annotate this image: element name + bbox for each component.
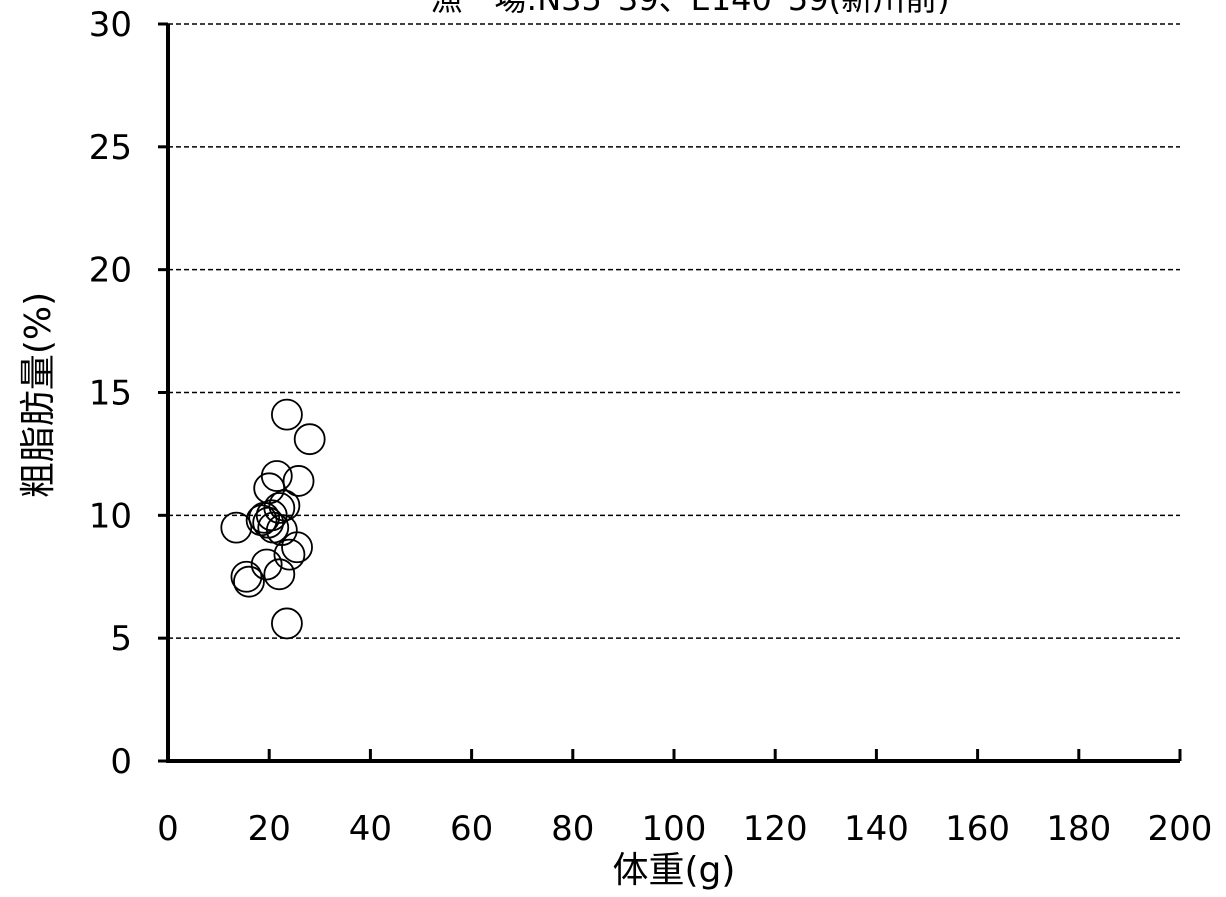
data-point-5 — [250, 548, 283, 581]
data-point-1 — [230, 560, 263, 593]
data-point-0 — [220, 511, 253, 544]
y-tick-label-20: 20 — [89, 251, 132, 291]
x-tick-label-60: 60 — [450, 809, 493, 849]
data-point-20 — [293, 423, 326, 456]
x-tick-label-100: 100 — [642, 809, 707, 849]
y-tick-label-30: 30 — [89, 5, 132, 45]
tick-labels: 0 5 10 15 20 25 30 0 20 40 60 80 100 120 140 160 180 200 — [89, 5, 1213, 849]
x-tick-label-0: 0 — [157, 809, 179, 849]
x-tick-label-200: 200 — [1148, 809, 1213, 849]
x-tick-label-80: 80 — [551, 809, 594, 849]
x-tick-label-120: 120 — [743, 809, 808, 849]
data-point-10 — [260, 460, 293, 492]
x-axis-title: 体重(g) — [613, 850, 736, 891]
x-tick-label-180: 180 — [1046, 809, 1111, 849]
x-tick-label-140: 140 — [844, 809, 909, 849]
y-tick-label-15: 15 — [89, 374, 132, 414]
data-point-18 — [281, 531, 313, 564]
data-point-15 — [271, 398, 303, 431]
y-tick-label-0: 0 — [110, 742, 132, 782]
y-axis-title: 粗脂肪量(%) — [18, 292, 59, 498]
data-point-19 — [282, 465, 315, 497]
y-tick-label-5: 5 — [110, 619, 132, 659]
axes — [158, 22, 1182, 763]
data-point-14 — [268, 489, 301, 522]
data-points — [220, 398, 326, 640]
data-point-12 — [263, 558, 296, 591]
grid-lines — [168, 23, 1180, 639]
x-tick-label-40: 40 — [349, 809, 392, 849]
y-tick-label-10: 10 — [89, 496, 132, 536]
y-tick-label-25: 25 — [89, 128, 132, 168]
chart-title: 漁 場:N35°39、E140°59(新川前) — [430, 0, 949, 18]
x-tick-label-160: 160 — [945, 809, 1010, 849]
x-tick-label-20: 20 — [248, 809, 291, 849]
data-point-2 — [233, 565, 265, 598]
data-point-11 — [263, 492, 296, 524]
data-point-17 — [273, 538, 306, 571]
data-point-16 — [271, 607, 303, 640]
